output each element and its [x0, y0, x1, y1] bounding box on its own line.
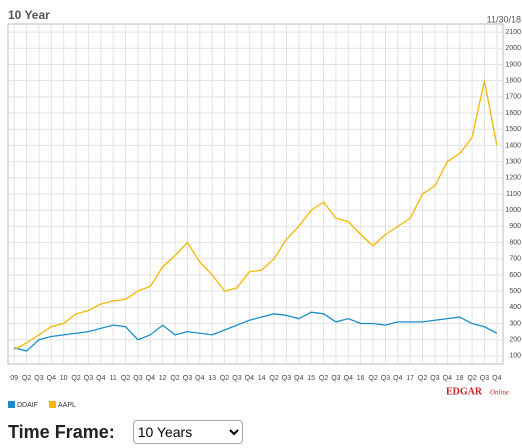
- x-tick-label: Q3: [183, 375, 192, 382]
- x-tick-label: Q2: [269, 375, 278, 382]
- x-tick-label: Q2: [368, 375, 377, 382]
- series-line: [13, 80, 498, 351]
- x-tick-label: Q3: [84, 375, 93, 382]
- x-tick-label: Q2: [319, 375, 328, 382]
- x-tick-label: 10: [60, 375, 68, 382]
- y-tick-label: 2000: [505, 45, 521, 52]
- y-tick-label: 300: [509, 320, 521, 327]
- time-frame-select[interactable]: 10 Years: [132, 420, 243, 444]
- x-tick-label: Q3: [381, 375, 390, 382]
- x-tick-label: Q4: [245, 375, 254, 382]
- series-line: [14, 311, 498, 352]
- legend-swatch: [8, 401, 15, 408]
- y-tick-label: 1900: [505, 61, 521, 68]
- y-tick-label: 200: [509, 337, 521, 344]
- x-tick-label: Q4: [492, 375, 501, 382]
- x-tick-label: Q3: [133, 375, 142, 382]
- x-tick-label: 16: [357, 375, 365, 382]
- x-tick-label: Q4: [294, 375, 303, 382]
- x-tick-label: Q4: [96, 375, 105, 382]
- y-tick-label: 900: [509, 223, 521, 230]
- x-tick-label: 13: [208, 375, 216, 382]
- y-tick-label: 1200: [505, 175, 521, 182]
- x-tick-label: Q4: [443, 375, 452, 382]
- x-tick-label: Q3: [430, 375, 439, 382]
- y-tick-label: 1700: [505, 94, 521, 101]
- legend-label: AAPL: [58, 402, 76, 409]
- y-tick-label: 1300: [505, 158, 521, 165]
- x-tick-label: Q3: [282, 375, 291, 382]
- x-tick-label: Q2: [121, 375, 130, 382]
- x-tick-label: 14: [258, 375, 266, 382]
- chart-title: 10 Year: [8, 8, 50, 22]
- y-tick-label: 1400: [505, 142, 521, 149]
- x-tick-label: Q2: [22, 375, 31, 382]
- legend-label: DDAIF: [17, 402, 38, 409]
- x-tick-label: Q4: [195, 375, 204, 382]
- y-tick-label: 1100: [506, 191, 521, 198]
- x-tick-label: Q3: [331, 375, 340, 382]
- x-tick-label: 15: [307, 375, 315, 382]
- y-tick-label: 800: [509, 239, 521, 246]
- x-tick-label: 09: [10, 375, 18, 382]
- x-tick-label: 17: [406, 375, 414, 382]
- x-tick-label: 12: [159, 375, 167, 382]
- x-tick-label: Q2: [418, 375, 427, 382]
- x-tick-label: Q4: [344, 375, 353, 382]
- x-tick-label: 11: [110, 375, 117, 382]
- y-tick-label: 100: [509, 353, 521, 360]
- x-tick-label: Q4: [47, 375, 56, 382]
- y-tick-label: 500: [509, 288, 521, 295]
- x-tick-label: Q3: [232, 375, 241, 382]
- x-tick-label: Q3: [480, 375, 489, 382]
- time-frame-label: Time Frame:: [8, 421, 115, 442]
- y-tick-label: 1000: [505, 207, 521, 214]
- x-tick-label: Q4: [393, 375, 402, 382]
- legend-swatch: [49, 401, 56, 408]
- chart: 10 Year 11/30/18 EDGAR Online 09 Q2 Q3 Q4 10…: [7, 8, 521, 409]
- y-tick-label: 1600: [505, 110, 521, 117]
- logo: EDGAR: [446, 386, 483, 397]
- x-tick-label: Q2: [467, 375, 476, 382]
- y-tick-label: 1500: [505, 126, 521, 133]
- y-tick-label: 1800: [505, 78, 521, 85]
- logo-suffix: Online: [490, 389, 509, 397]
- x-tick-label: Q2: [220, 375, 229, 382]
- x-tick-label: 18: [456, 375, 464, 382]
- y-tick-label: 700: [509, 256, 521, 263]
- x-tick-label: Q2: [170, 375, 179, 382]
- y-tick-label: 400: [509, 304, 521, 311]
- x-tick-label: Q2: [71, 375, 80, 382]
- chart-date: 11/30/18: [487, 14, 521, 24]
- x-tick-label: Q3: [34, 375, 43, 382]
- y-tick-label: 600: [509, 272, 521, 279]
- x-tick-label: Q4: [146, 375, 155, 382]
- time-frame: Time Frame: 10 Years: [8, 420, 243, 444]
- y-tick-label: 2100: [505, 29, 521, 36]
